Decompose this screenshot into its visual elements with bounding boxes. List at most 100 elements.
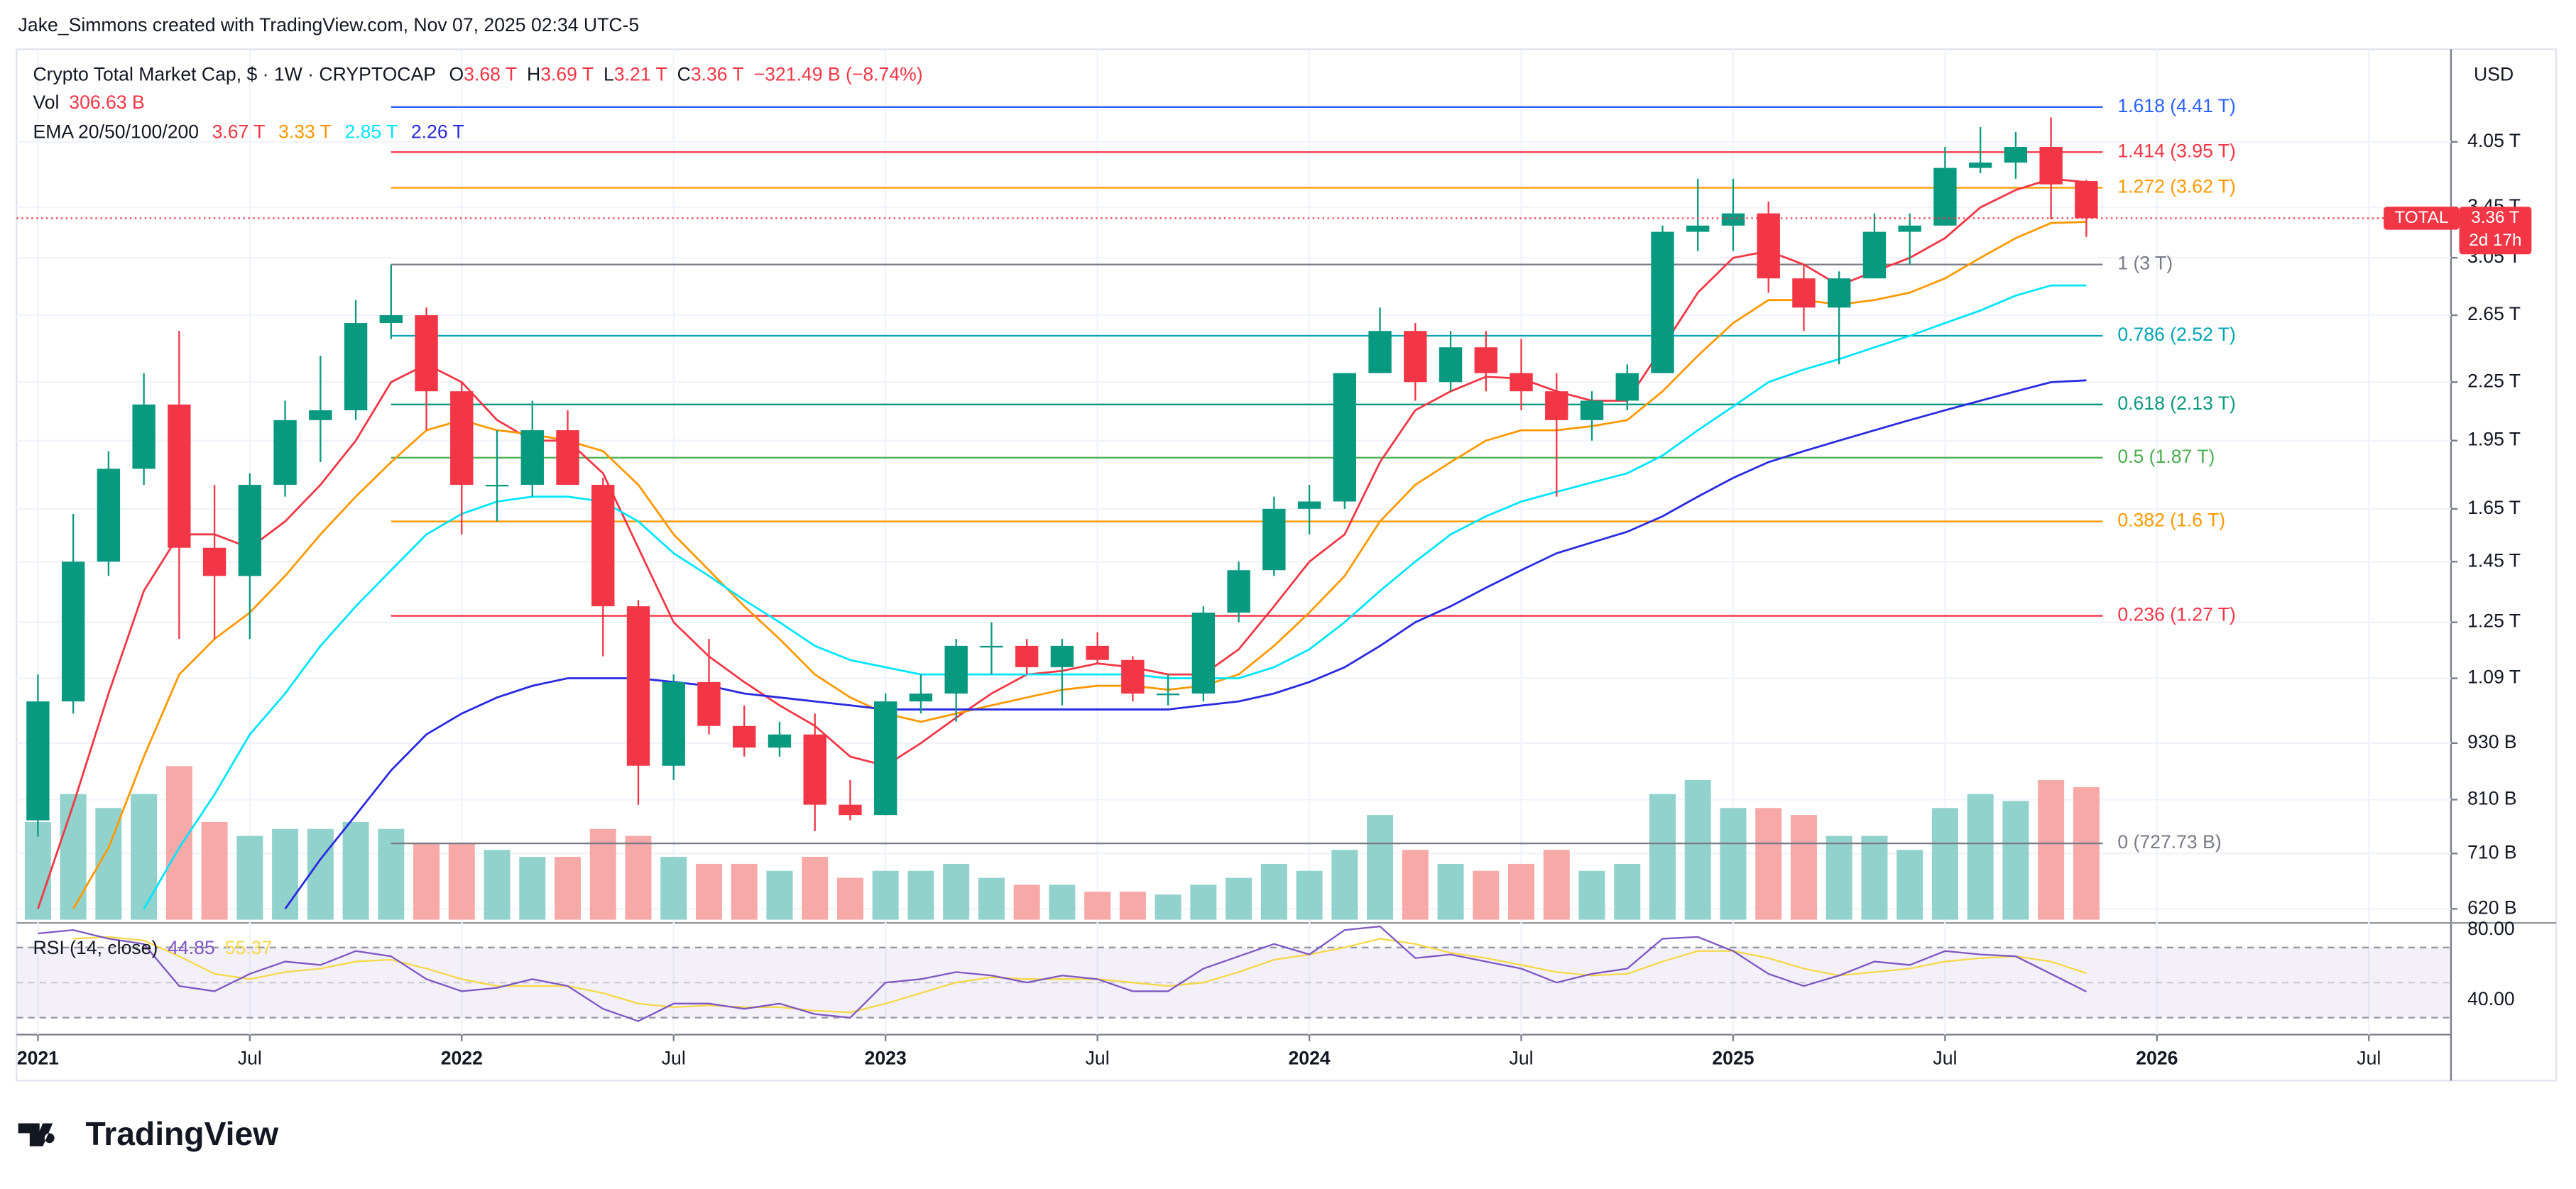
x-tick-label: Jul xyxy=(1933,1047,1957,1068)
candle-body xyxy=(450,391,474,485)
volume-bar xyxy=(2002,801,2029,920)
ohlc-key: L xyxy=(604,63,614,84)
candle-body xyxy=(1297,501,1321,509)
candle-body xyxy=(1968,163,1992,168)
ohlc-key: O xyxy=(449,63,464,84)
x-tick-label: Jul xyxy=(1086,1047,1110,1068)
volume-bar xyxy=(1755,808,1782,920)
attribution: Jake_Simmons created with TradingView.co… xyxy=(18,14,640,35)
volume-bar xyxy=(731,863,758,920)
candle-body xyxy=(1615,373,1639,401)
volume-bar xyxy=(165,766,192,920)
x-tick-label: Jul xyxy=(2357,1047,2381,1068)
last-price-tag: TOTAL xyxy=(2394,208,2448,227)
candle-body xyxy=(485,484,509,487)
y-tick-label: 810 B xyxy=(2467,787,2517,809)
volume-name: Vol xyxy=(33,92,59,113)
ema-line xyxy=(143,284,2087,910)
ema-line xyxy=(72,221,2087,910)
volume-bar xyxy=(519,857,546,920)
candle-body xyxy=(1439,347,1463,383)
candle-body xyxy=(1757,213,1780,279)
candle-body xyxy=(1898,225,1921,232)
candle-body xyxy=(1262,508,1286,571)
candle-body xyxy=(520,430,544,485)
volume-value: 306.63 B xyxy=(69,92,144,113)
candle-body xyxy=(1792,278,1816,308)
footer-logo: TradingView xyxy=(18,1115,279,1152)
fib-label: 0 (727.73 B) xyxy=(2117,831,2221,853)
volume-bar xyxy=(872,870,899,920)
x-tick-label: 2024 xyxy=(1288,1047,1330,1068)
symbol-title: Crypto Total Market Cap, $ · 1W · CRYPTO… xyxy=(33,63,436,84)
candle-body xyxy=(168,404,191,548)
volume-bar xyxy=(1473,870,1500,920)
candle-body xyxy=(97,469,121,562)
candle-body xyxy=(1191,613,1216,694)
y-tick-label: 930 B xyxy=(2467,731,2517,752)
volume-bar xyxy=(695,863,722,920)
volume-bar xyxy=(836,877,863,920)
volume-bar xyxy=(1649,794,1676,920)
rsi-ma-value: 55.37 xyxy=(225,937,273,958)
volume-bar xyxy=(1260,863,1287,920)
rsi-title: RSI (14, close) xyxy=(33,937,158,958)
candle-body xyxy=(839,804,862,816)
fib-label: 0.786 (2.52 T) xyxy=(2117,324,2236,345)
rsi-value: 44.85 xyxy=(168,937,215,958)
volume-bar xyxy=(484,850,511,920)
ohlc-value: 3.36 T xyxy=(691,63,744,84)
candle-body xyxy=(1086,645,1109,660)
candle-body xyxy=(1721,213,1745,226)
volume-bar xyxy=(1013,884,1040,920)
x-tick-label: Jul xyxy=(238,1047,262,1068)
candle-body xyxy=(1227,570,1250,613)
candle-body xyxy=(26,701,50,821)
volume-bar xyxy=(943,863,970,920)
fib-label: 0.382 (1.6 T) xyxy=(2117,510,2225,531)
x-tick-label: 2026 xyxy=(2136,1047,2178,1068)
ohlc-value: 3.68 T xyxy=(464,63,517,84)
volume-bar xyxy=(448,843,475,920)
y-tick-label: 1.45 T xyxy=(2467,549,2521,571)
ema-value: 2.26 T xyxy=(411,121,464,142)
volume-bar xyxy=(24,821,51,920)
candle-body xyxy=(556,430,579,485)
currency: USD xyxy=(2474,63,2514,84)
countdown: 2d 17h xyxy=(2469,231,2521,250)
x-tick-label: 2022 xyxy=(441,1047,483,1068)
y-tick-label: 1.25 T xyxy=(2467,610,2521,632)
candle-body xyxy=(733,725,756,748)
chart-border xyxy=(16,48,2558,1082)
candle-body xyxy=(873,701,897,816)
volume-bar xyxy=(1543,850,1570,920)
volume-bar xyxy=(342,821,369,920)
x-tick-label: 2021 xyxy=(17,1047,59,1068)
candle-body xyxy=(909,694,933,702)
ema-value: 3.33 T xyxy=(278,121,332,142)
candle-body xyxy=(1651,231,1674,373)
candle-body xyxy=(1862,231,1887,279)
y-tick-label: 2.65 T xyxy=(2467,303,2521,324)
volume-bar xyxy=(236,835,263,920)
ema-value: 3.67 T xyxy=(212,121,266,142)
candle-body xyxy=(1050,645,1074,667)
candle-body xyxy=(1827,278,1851,308)
legend-line: Crypto Total Market Cap, $ · 1W · CRYPTO… xyxy=(33,63,922,84)
x-tick-label: Jul xyxy=(662,1047,686,1068)
candle-body xyxy=(980,645,1003,648)
volume-bar xyxy=(1508,863,1535,920)
candle-body xyxy=(662,681,685,766)
rsi-tick-label: 80.00 xyxy=(2467,918,2515,939)
candle-body xyxy=(1580,400,1604,420)
candle-body xyxy=(238,484,262,576)
volume-bar xyxy=(2038,779,2065,920)
fib-label: 1.272 (3.62 T) xyxy=(2117,176,2236,197)
rsi-line xyxy=(38,925,2087,1022)
candle-body xyxy=(132,404,155,469)
candle-body xyxy=(415,315,438,392)
x-tick-label: 2025 xyxy=(1712,1047,1754,1068)
